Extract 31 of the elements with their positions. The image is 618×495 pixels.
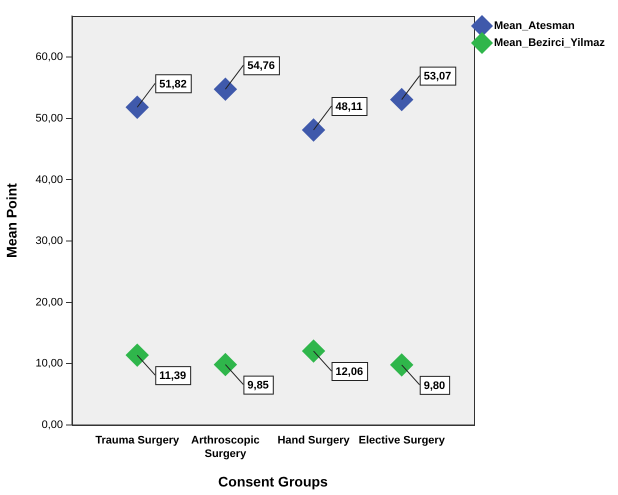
y-axis-title: Mean Point: [3, 182, 20, 258]
x-axis-title: Consent Groups: [218, 473, 328, 490]
point: [302, 340, 326, 363]
y-tick-label: 20,00: [35, 296, 63, 308]
point: [126, 344, 149, 367]
y-tick-label: 60,00: [35, 51, 63, 64]
point: [214, 78, 237, 101]
data-label: 53,07: [424, 70, 452, 83]
data-label: 54,76: [247, 60, 275, 72]
data-label: 9,85: [247, 380, 269, 392]
y-tick-label: 50,00: [35, 112, 63, 124]
data-label: 11,39: [159, 370, 186, 382]
point: [390, 88, 414, 112]
point: [126, 96, 149, 119]
legend-label: Mean_Bezirci_Yilmaz: [494, 37, 606, 50]
point: [214, 353, 237, 376]
data-label: 48,11: [336, 101, 362, 114]
x-tick-label: Hand Surgery: [277, 434, 350, 447]
y-tick-label: 40,00: [35, 174, 63, 186]
data-label: 12,06: [336, 366, 364, 378]
y-tick-label: 0,00: [42, 419, 63, 432]
x-tick-label: Trauma Surgery: [95, 434, 180, 447]
y-tick-label: 30,00: [35, 235, 63, 248]
data-label: 51,82: [159, 78, 187, 90]
y-tick-label: 10,00: [35, 358, 63, 370]
point: [390, 353, 414, 376]
point: [302, 118, 326, 142]
data-label: 9,80: [424, 380, 446, 392]
legend-label: Mean_Atesman: [494, 20, 575, 32]
x-tick-label: Elective Surgery: [358, 434, 446, 447]
x-tick-label: Arthroscopic Surgery: [191, 434, 260, 460]
